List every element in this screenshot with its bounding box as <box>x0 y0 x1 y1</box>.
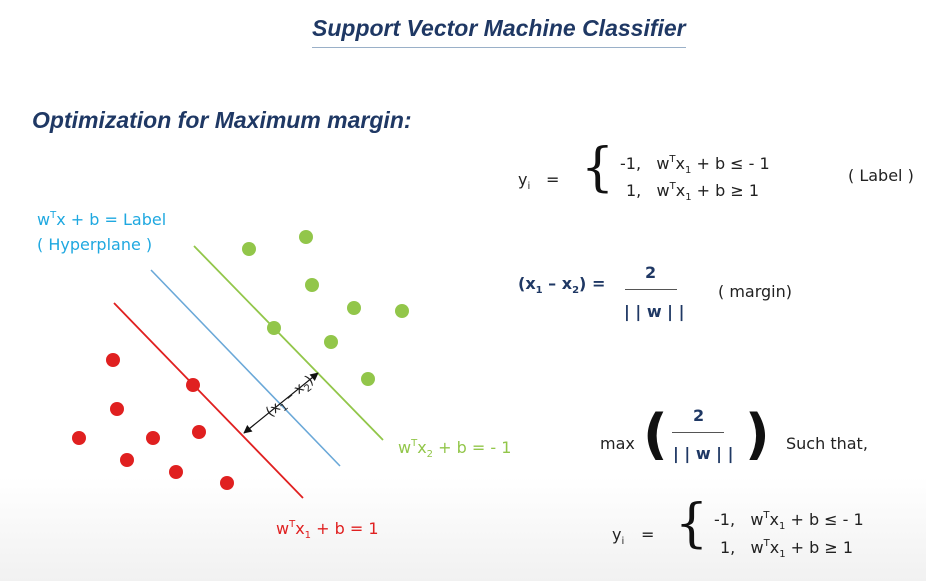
negative-margin-line <box>113 302 304 499</box>
margin-fraction-bar <box>625 289 677 290</box>
label-brace: { <box>581 138 615 198</box>
margin-denominator: | | w | | <box>624 302 685 321</box>
hyperplane-note: ( Hyperplane ) <box>37 235 153 254</box>
positive-class-point <box>299 230 313 244</box>
negative-class-point <box>220 476 234 490</box>
positive-class-point <box>242 242 256 256</box>
label-lhs: yi <box>518 170 531 192</box>
constraint-row-2: 1, wTx1 + b ≥ 1 <box>720 538 854 560</box>
constraint-row-1: -1, wTx1 + b ≤ - 1 <box>714 510 864 532</box>
margin-equals: = <box>592 274 606 293</box>
negative-class-point <box>146 431 160 445</box>
hyperplane-equation: wTx + b = Label <box>37 210 167 229</box>
negative-class-point <box>186 378 200 392</box>
negative-class-point <box>72 431 86 445</box>
such-that-label: Such that, <box>786 434 868 453</box>
positive-class-point <box>347 301 361 315</box>
constraint-lhs: yi <box>612 525 625 547</box>
margin-arrow <box>243 372 319 434</box>
constraint-equals: = <box>641 525 655 544</box>
margin-lhs: (x1 – x2) <box>518 274 587 296</box>
margin-note: ( margin) <box>718 282 792 301</box>
negative-class-point <box>192 425 206 439</box>
label-row-2: 1, wTx1 + b ≥ 1 <box>626 181 760 203</box>
max-label: max <box>600 434 635 453</box>
negative-class-point <box>169 465 183 479</box>
max-denominator: | | w | | <box>673 444 734 463</box>
positive-class-point <box>395 304 409 318</box>
negative-class-point <box>120 453 134 467</box>
positive-class-point <box>267 321 281 335</box>
max-close-paren: ) <box>745 403 770 466</box>
positive-class-point <box>361 372 375 386</box>
positive-margin-equation: wTx2 + b = - 1 <box>398 438 512 460</box>
negative-class-point <box>110 402 124 416</box>
positive-class-point <box>324 335 338 349</box>
positive-margin-line <box>193 245 384 441</box>
section-subtitle: Optimization for Maximum margin: <box>32 107 412 133</box>
page-title: Support Vector Machine Classifier <box>312 15 686 48</box>
label-row-1: -1, wTx1 + b ≤ - 1 <box>620 154 770 176</box>
label-equals: = <box>546 170 560 189</box>
positive-class-point <box>305 278 319 292</box>
negative-margin-equation: wTx1 + b = 1 <box>276 519 379 541</box>
max-numerator: 2 <box>693 406 705 425</box>
constraint-brace: { <box>675 494 709 554</box>
max-fraction-bar <box>672 432 724 433</box>
negative-class-point <box>106 353 120 367</box>
margin-numerator: 2 <box>645 263 657 282</box>
max-open-paren: ( <box>643 403 668 466</box>
label-note: ( Label ) <box>848 166 914 185</box>
